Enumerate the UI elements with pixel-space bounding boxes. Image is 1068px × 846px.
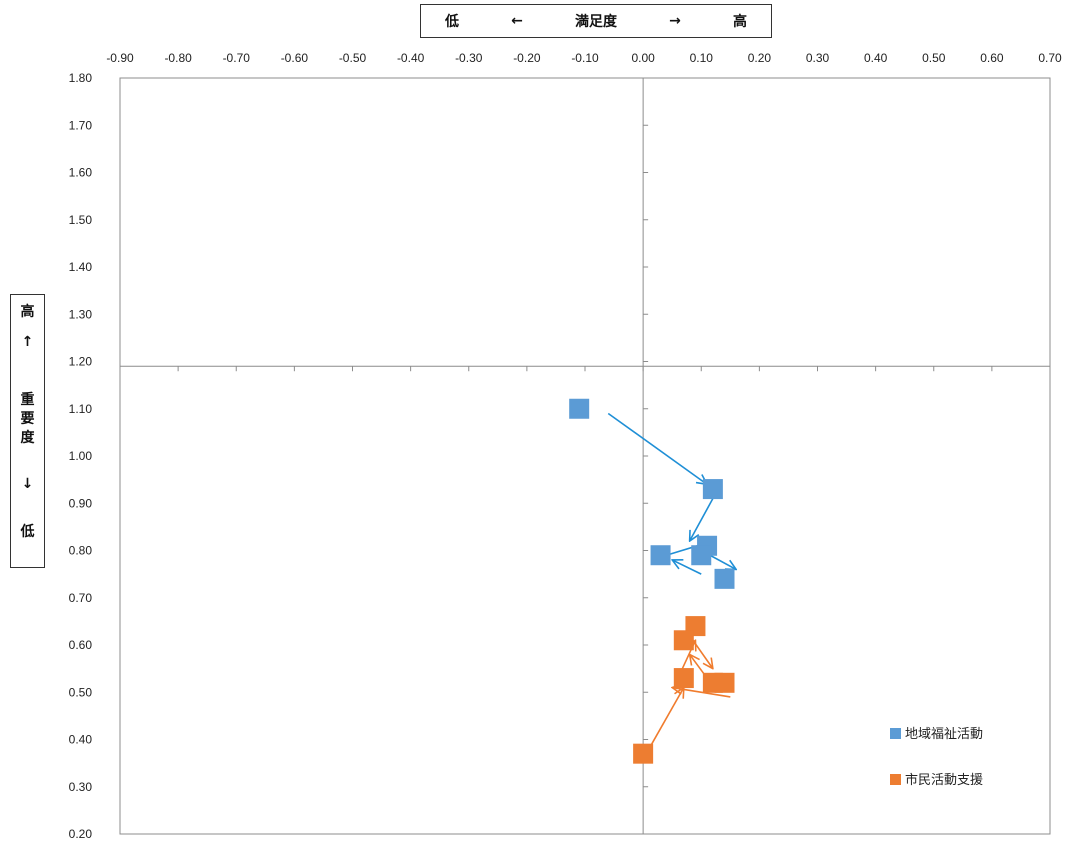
y-tick-label: 0.40 [69,733,93,747]
x-axis-title-left-arrow: ← [511,13,523,29]
x-tick-label: -0.30 [455,51,483,65]
y-axis-title-char-1: 重 [20,392,35,408]
data-point-marker [714,568,735,589]
points-layer [569,398,735,764]
x-axis-title-label: 満足度 [574,14,617,30]
data-point-marker [691,545,712,566]
trend-arrow [672,688,731,698]
trend-arrow [607,412,707,484]
trend-arrow [690,498,714,542]
y-tick-label: 0.70 [69,591,93,605]
x-tick-label: 0.30 [806,51,830,65]
y-axis-title-high: 高 [20,304,35,320]
x-tick-label: 0.00 [631,51,655,65]
x-tick-label: -0.70 [223,51,251,65]
legend-label: 市民活動支援 [905,772,983,788]
x-tick-label: -0.40 [397,51,425,65]
y-tick-label: 1.80 [69,71,93,85]
x-tick-label: 0.10 [690,51,714,65]
x-tick-label: -0.20 [513,51,541,65]
x-axis-title-right-arrow: → [669,13,681,29]
y-tick-label: 0.60 [69,638,93,652]
trend-arrow [648,688,684,750]
x-tick-label: -0.60 [281,51,309,65]
data-point-marker [633,743,654,764]
y-tick-label: 1.00 [69,449,93,463]
legend-label: 地域福祉活動 [905,727,983,742]
data-point-marker [650,545,671,566]
y-tick-label: 1.70 [69,118,93,132]
y-tick-label: 1.20 [69,355,93,369]
y-tick-label: 1.60 [69,166,93,180]
y-tick-label: 0.50 [69,685,93,699]
y-axis-title-up-arrow: ↑ [21,334,34,350]
plot-area-frame [119,77,1051,835]
legend-swatch [890,774,901,785]
x-axis-title-high: 高 [732,14,747,30]
y-axis-title-char-2: 要 [20,411,35,427]
x-tick-label: -0.90 [106,51,134,65]
y-tick-label: 1.30 [69,307,93,321]
y-tick-label: 0.20 [69,827,93,841]
y-tick-label: 1.50 [69,213,93,227]
data-point-marker [673,668,694,689]
x-tick-label: 0.70 [1038,51,1062,65]
x-tick-label: 0.60 [980,51,1004,65]
x-tick-label: 0.20 [748,51,772,65]
data-point-marker [714,672,735,693]
y-axis-title-low: 低 [20,524,35,540]
y-tick-label: 1.10 [69,402,93,416]
y-tick-label: 0.80 [69,544,93,558]
data-point-marker [569,398,590,419]
data-point-marker [702,479,723,500]
axes-layer: -0.90 -0.80 -0.70 -0.60 -0.50 -0.40 -0.30 -0.20… [69,51,1062,841]
y-tick-label: 1.40 [69,260,93,274]
x-tick-label: 0.50 [922,51,946,65]
x-axis-title-box: 低 ← 満足度 → 高 [420,4,772,38]
y-tick-label: 0.90 [69,496,93,510]
x-tick-label: -0.80 [164,51,192,65]
y-tick-label: 0.30 [69,780,93,794]
y-axis-title-down-arrow: ↓ [21,476,34,492]
y-axis-title-char-3: 度 [20,430,35,446]
x-tick-label: -0.50 [339,51,367,65]
trend-arrow [672,560,702,575]
legend-swatch [890,728,901,739]
x-tick-label: -0.10 [571,51,599,65]
data-point-marker [673,630,694,651]
x-tick-label: 0.40 [864,51,888,65]
y-axis-title-box: 高 ↑ 重 要 度 ↓ 低 [10,294,45,568]
x-axis-title-low: 低 [445,14,459,30]
